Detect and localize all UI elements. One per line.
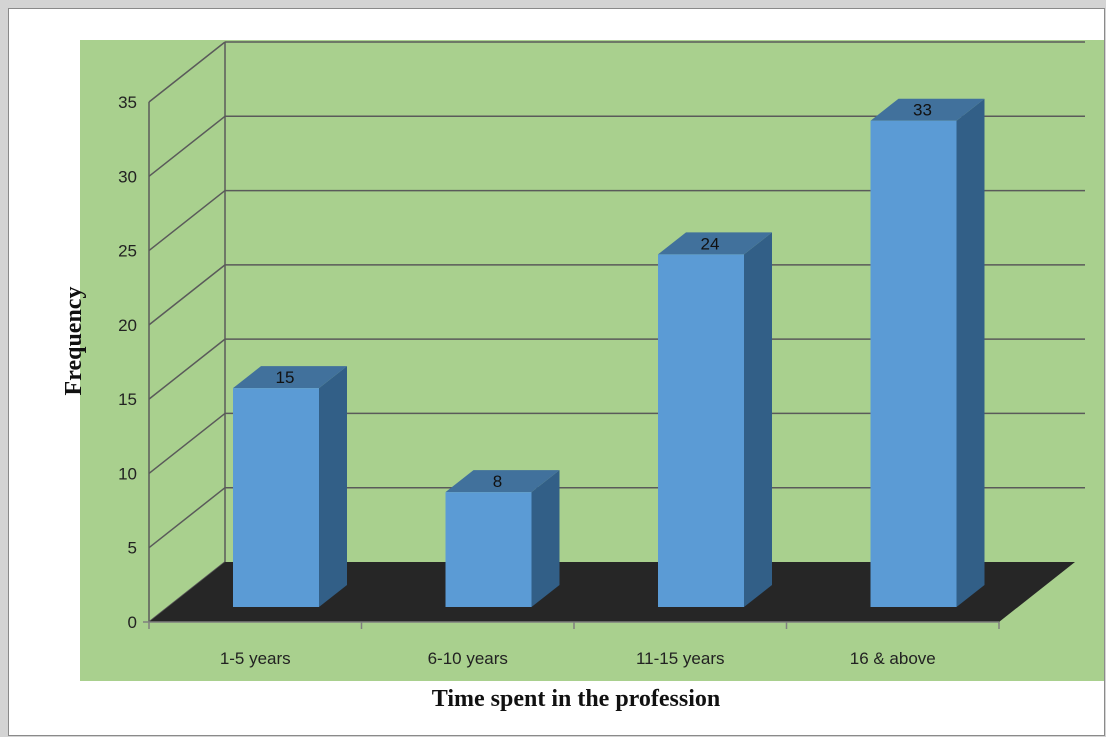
- y-tick-label: 5: [128, 539, 137, 558]
- gridline-diagonal: [148, 412, 226, 475]
- data-label: 24: [701, 234, 720, 253]
- bar-top: [445, 470, 560, 493]
- bar-3: [658, 232, 772, 607]
- axis-layer: [143, 621, 1000, 629]
- x-axis-title: Time spent in the profession: [432, 686, 720, 712]
- bar-front: [233, 388, 319, 607]
- gridline-diagonal: [148, 41, 226, 103]
- data-label: 33: [913, 101, 932, 120]
- bar-side: [319, 366, 347, 607]
- gridline-diagonal: [148, 264, 226, 326]
- y-tick-label: 10: [118, 464, 137, 483]
- y-tick-label: 15: [118, 390, 137, 409]
- bar-front: [870, 120, 957, 607]
- data-label: 8: [493, 472, 502, 491]
- chart-frame: 0 5 10 15 20 25 30 35 15 1-5 years 8 6-10 years 24 11…: [8, 8, 1105, 736]
- data-label: 15: [276, 368, 295, 387]
- y-tick-label: 35: [118, 93, 137, 112]
- bar-top: [658, 232, 772, 255]
- gridline-diagonal: [148, 115, 226, 177]
- chart-svg: 0 5 10 15 20 25 30 35 15 1-5 years 8 6-10 years 24 11…: [61, 40, 1104, 712]
- y-tick-label: 0: [128, 613, 137, 632]
- bar-side: [744, 232, 772, 607]
- x-tick-label: 16 & above: [850, 649, 936, 668]
- bar-front: [658, 254, 744, 607]
- bar-layer: [233, 98, 985, 607]
- floor-layer: [149, 562, 1075, 622]
- bar-1: [233, 366, 347, 607]
- bar-2: [445, 470, 560, 607]
- bar-side: [956, 98, 985, 607]
- x-tick-label: 6-10 years: [428, 649, 508, 668]
- x-tick-label: 1-5 years: [220, 649, 291, 668]
- gridline-diagonal: [148, 338, 226, 400]
- y-tick-label: 20: [118, 316, 137, 335]
- y-tick-label: 30: [118, 167, 137, 186]
- bar-4: [870, 98, 985, 607]
- label-layer: 0 5 10 15 20 25 30 35 15 1-5 years 8 6-10 years 24 11…: [118, 93, 936, 668]
- y-tick-label: 25: [118, 242, 137, 261]
- chart-floor: [149, 562, 1075, 622]
- bar-top: [233, 366, 347, 389]
- bar-front: [445, 492, 532, 607]
- bar-side: [531, 470, 560, 607]
- x-tick-label: 11-15 years: [636, 649, 725, 668]
- gridline-diagonal: [148, 487, 226, 549]
- bar-top: [870, 98, 985, 121]
- y-axis-title: Frequency: [61, 287, 87, 396]
- gridline-diagonal: [148, 189, 226, 252]
